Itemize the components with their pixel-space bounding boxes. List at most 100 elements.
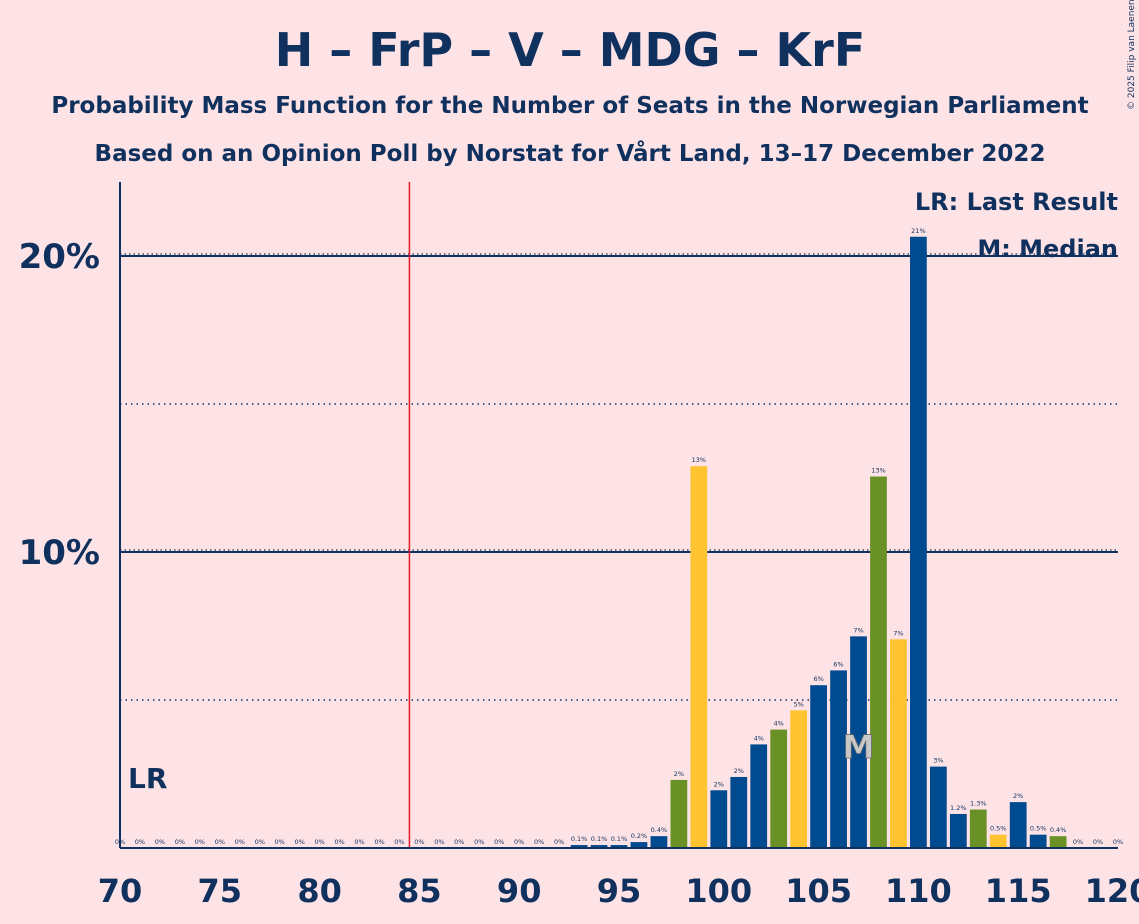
bar-seat-106	[830, 670, 847, 848]
y-tick-label: 20%	[19, 237, 100, 277]
x-tick-label: 70	[98, 872, 143, 910]
x-tick-label: 80	[297, 872, 342, 910]
bar-label-seat-108: 13%	[871, 467, 885, 475]
bar-label-seat-94: 0.1%	[591, 835, 608, 843]
bar-label-seat-111: 3%	[933, 757, 943, 765]
bar-label-seat-117: 0.4%	[1050, 826, 1067, 834]
bar-label-seat-79: 0%	[294, 838, 304, 846]
bar-seat-98	[670, 779, 688, 848]
bar-label-seat-74: 0%	[195, 838, 205, 846]
bar-seat-94	[590, 845, 608, 848]
bar-label-seat-101: 2%	[734, 767, 744, 775]
bar-label-seat-120: 0%	[1113, 838, 1123, 846]
bar-label-seat-75: 0%	[215, 838, 225, 846]
bar-seat-104	[790, 710, 808, 848]
copyright-note: © 2025 Filip van Laenen	[1127, 0, 1137, 110]
last-result-marker-label: LR	[128, 762, 167, 795]
bar-label-seat-77: 0%	[255, 838, 265, 846]
x-tick-label: 90	[497, 872, 542, 910]
legend-median: M: Median	[977, 235, 1118, 263]
bar-label-seat-100: 2%	[714, 780, 724, 788]
y-tick-label: 10%	[19, 533, 100, 573]
bar-label-seat-80: 0%	[314, 838, 324, 846]
bar-label-seat-109: 7%	[893, 629, 903, 637]
bar-label-seat-106: 6%	[833, 660, 843, 668]
median-marker: M	[843, 728, 875, 766]
bar-label-seat-114: 0.5%	[990, 825, 1007, 833]
bar-label-seat-118: 0%	[1073, 838, 1083, 846]
bar-seat-114	[989, 834, 1007, 848]
axes-group: 10% 20% 70 75 80 85 90 95 100 105 110 115 120	[19, 182, 1139, 910]
bar-seat-110	[910, 236, 927, 848]
bar-labels-group: 0% 0% 0% 0% 0% 0% 0% 0% 0% 0% 0% 0% 0% 0% 0% 0% 0% 0% 0% 0%…	[115, 227, 1123, 846]
bar-label-seat-82: 0%	[354, 838, 364, 846]
bar-label-seat-115: 2%	[1013, 792, 1023, 800]
bar-seat-102	[750, 744, 768, 848]
x-tick-label: 120	[1085, 872, 1139, 910]
bar-label-seat-89: 0%	[494, 838, 504, 846]
bar-label-seat-104: 5%	[793, 700, 803, 708]
bar-label-seat-72: 0%	[155, 838, 165, 846]
bar-label-seat-112: 1.2%	[950, 804, 967, 812]
bar-seat-103	[770, 729, 788, 848]
bar-label-seat-103: 4%	[774, 720, 784, 728]
bar-seat-95	[610, 845, 628, 848]
x-tick-label: 75	[198, 872, 243, 910]
bar-seat-112	[949, 813, 967, 848]
legend-last-result: LR: Last Result	[915, 188, 1118, 216]
bar-label-seat-93: 0.1%	[571, 835, 588, 843]
bar-label-seat-97: 0.4%	[651, 826, 668, 834]
bar-label-seat-107: 7%	[853, 626, 863, 634]
bars-group	[570, 236, 1067, 848]
bar-label-seat-116: 0.5%	[1030, 825, 1047, 833]
bar-seat-101	[730, 776, 748, 848]
bar-label-seat-73: 0%	[175, 838, 185, 846]
bar-label-seat-71: 0%	[135, 838, 145, 846]
x-tick-label: 105	[785, 872, 852, 910]
bar-label-seat-92: 0%	[554, 838, 564, 846]
bar-seat-115	[1009, 802, 1027, 848]
bar-seat-109	[890, 639, 907, 848]
bar-seat-108	[870, 476, 887, 848]
bar-seat-116	[1029, 834, 1047, 848]
bar-seat-100	[710, 790, 728, 848]
bar-label-seat-110: 21%	[911, 227, 925, 235]
bar-seat-113	[969, 809, 987, 848]
bar-label-seat-102: 4%	[754, 734, 764, 742]
bar-seat-96	[630, 842, 648, 848]
bar-label-seat-83: 0%	[374, 838, 384, 846]
x-tick-label: 100	[685, 872, 752, 910]
bar-seat-99	[690, 466, 708, 848]
bar-label-seat-98: 2%	[674, 770, 684, 778]
bar-seat-93	[570, 845, 588, 848]
bar-seat-105	[810, 685, 827, 848]
x-tick-label: 95	[597, 872, 642, 910]
bar-seat-117	[1049, 836, 1067, 848]
bar-seat-107	[850, 636, 867, 848]
bar-label-seat-78: 0%	[275, 838, 285, 846]
bar-label-seat-95: 0.1%	[611, 835, 628, 843]
x-tick-label: 110	[885, 872, 952, 910]
bar-label-seat-96: 0.2%	[631, 832, 648, 840]
bar-label-seat-86: 0%	[434, 838, 444, 846]
bar-label-seat-76: 0%	[235, 838, 245, 846]
bar-label-seat-85: 0%	[414, 838, 424, 846]
x-tick-label: 85	[397, 872, 442, 910]
bar-seat-111	[929, 766, 947, 848]
grid-lines	[120, 253, 1118, 701]
bar-label-seat-84: 0%	[394, 838, 404, 846]
x-tick-label: 115	[985, 872, 1052, 910]
chart-subtitle: Probability Mass Function for the Number…	[51, 93, 1088, 119]
bar-label-seat-119: 0%	[1093, 838, 1103, 846]
bar-seat-97	[650, 836, 668, 848]
bar-label-seat-87: 0%	[454, 838, 464, 846]
chart-title: H – FrP – V – MDG – KrF	[275, 23, 866, 77]
bar-label-seat-90: 0%	[514, 838, 524, 846]
bar-label-seat-88: 0%	[474, 838, 484, 846]
bar-label-seat-99: 13%	[692, 456, 706, 464]
bar-label-seat-105: 6%	[813, 675, 823, 683]
bar-label-seat-113: 1.3%	[970, 800, 987, 808]
chart-subtitle-poll: Based on an Opinion Poll by Norstat for …	[95, 140, 1046, 167]
bar-label-seat-81: 0%	[334, 838, 344, 846]
